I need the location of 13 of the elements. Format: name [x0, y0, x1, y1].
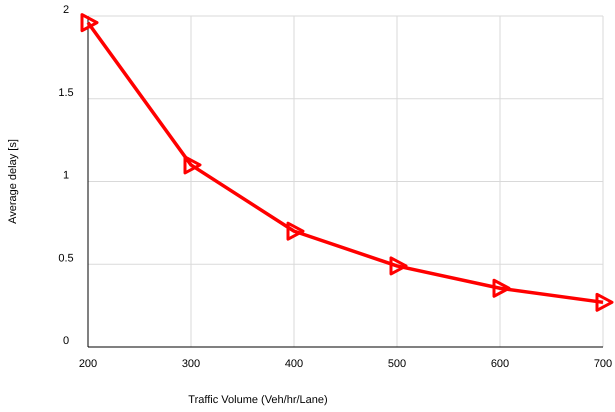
y-axis-title: Average delay [s] — [7, 139, 19, 224]
x-tick-label: 600 — [490, 358, 510, 370]
y-tick-label: 1 — [62, 170, 70, 182]
x-axis-title: Traffic Volume (Veh/hr/Lane) — [188, 394, 328, 406]
y-tick-label: 1.5 — [58, 86, 74, 99]
x-tick-label: 200 — [78, 358, 98, 370]
x-tick-label: 400 — [284, 358, 304, 370]
x-tick-label: 500 — [388, 358, 406, 370]
y-tick-label: 0 — [62, 335, 70, 347]
x-tick-label: 300 — [182, 358, 200, 370]
y-tick-label: 2 — [62, 4, 70, 16]
x-tick-label: 700 — [594, 358, 612, 370]
y-tick-label: 0.5 — [58, 252, 74, 264]
